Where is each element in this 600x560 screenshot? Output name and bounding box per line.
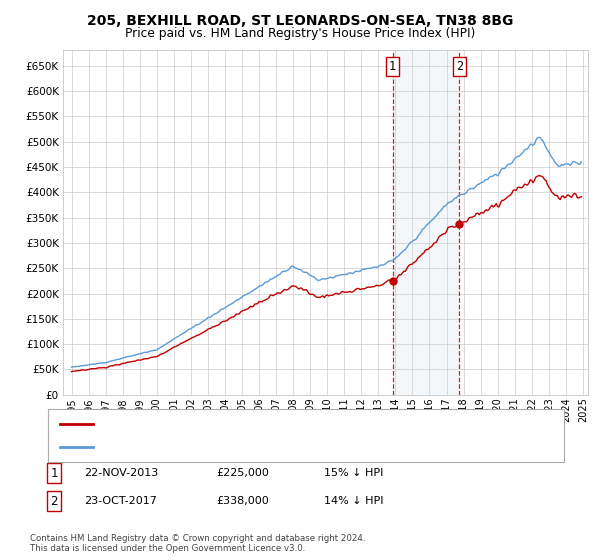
Text: Contains HM Land Registry data © Crown copyright and database right 2024.
This d: Contains HM Land Registry data © Crown c… <box>30 534 365 553</box>
Text: 15% ↓ HPI: 15% ↓ HPI <box>324 468 383 478</box>
Text: £338,000: £338,000 <box>216 496 269 506</box>
Bar <box>392 50 460 395</box>
Text: Price paid vs. HM Land Registry's House Price Index (HPI): Price paid vs. HM Land Registry's House … <box>125 27 475 40</box>
Text: 2: 2 <box>456 60 463 73</box>
Text: 14% ↓ HPI: 14% ↓ HPI <box>324 496 383 506</box>
Text: 1: 1 <box>389 60 396 73</box>
Text: 205, BEXHILL ROAD, ST LEONARDS-ON-SEA, TN38 8BG: 205, BEXHILL ROAD, ST LEONARDS-ON-SEA, T… <box>87 14 513 28</box>
Text: HPI: Average price, detached house, Hastings: HPI: Average price, detached house, Hast… <box>99 442 337 452</box>
Text: 2: 2 <box>50 494 58 508</box>
Text: 1: 1 <box>50 466 58 480</box>
Text: 23-OCT-2017: 23-OCT-2017 <box>84 496 157 506</box>
Text: £225,000: £225,000 <box>216 468 269 478</box>
Text: 22-NOV-2013: 22-NOV-2013 <box>84 468 158 478</box>
Text: 205, BEXHILL ROAD, ST LEONARDS-ON-SEA, TN38 8BG (detached house): 205, BEXHILL ROAD, ST LEONARDS-ON-SEA, T… <box>99 419 479 429</box>
